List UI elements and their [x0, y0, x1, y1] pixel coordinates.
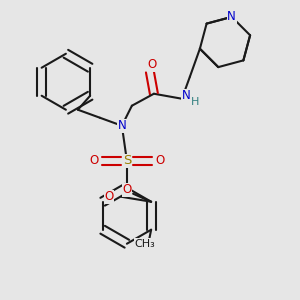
- Text: S: S: [123, 154, 131, 167]
- Text: O: O: [147, 58, 157, 71]
- Text: H: H: [191, 97, 199, 107]
- Text: N: N: [118, 119, 126, 132]
- Text: CH₃: CH₃: [135, 239, 155, 249]
- Text: N: N: [227, 11, 236, 23]
- Text: N: N: [182, 89, 190, 102]
- Text: O: O: [155, 154, 164, 167]
- Text: O: O: [122, 183, 132, 196]
- Text: O: O: [104, 190, 114, 203]
- Text: O: O: [89, 154, 98, 167]
